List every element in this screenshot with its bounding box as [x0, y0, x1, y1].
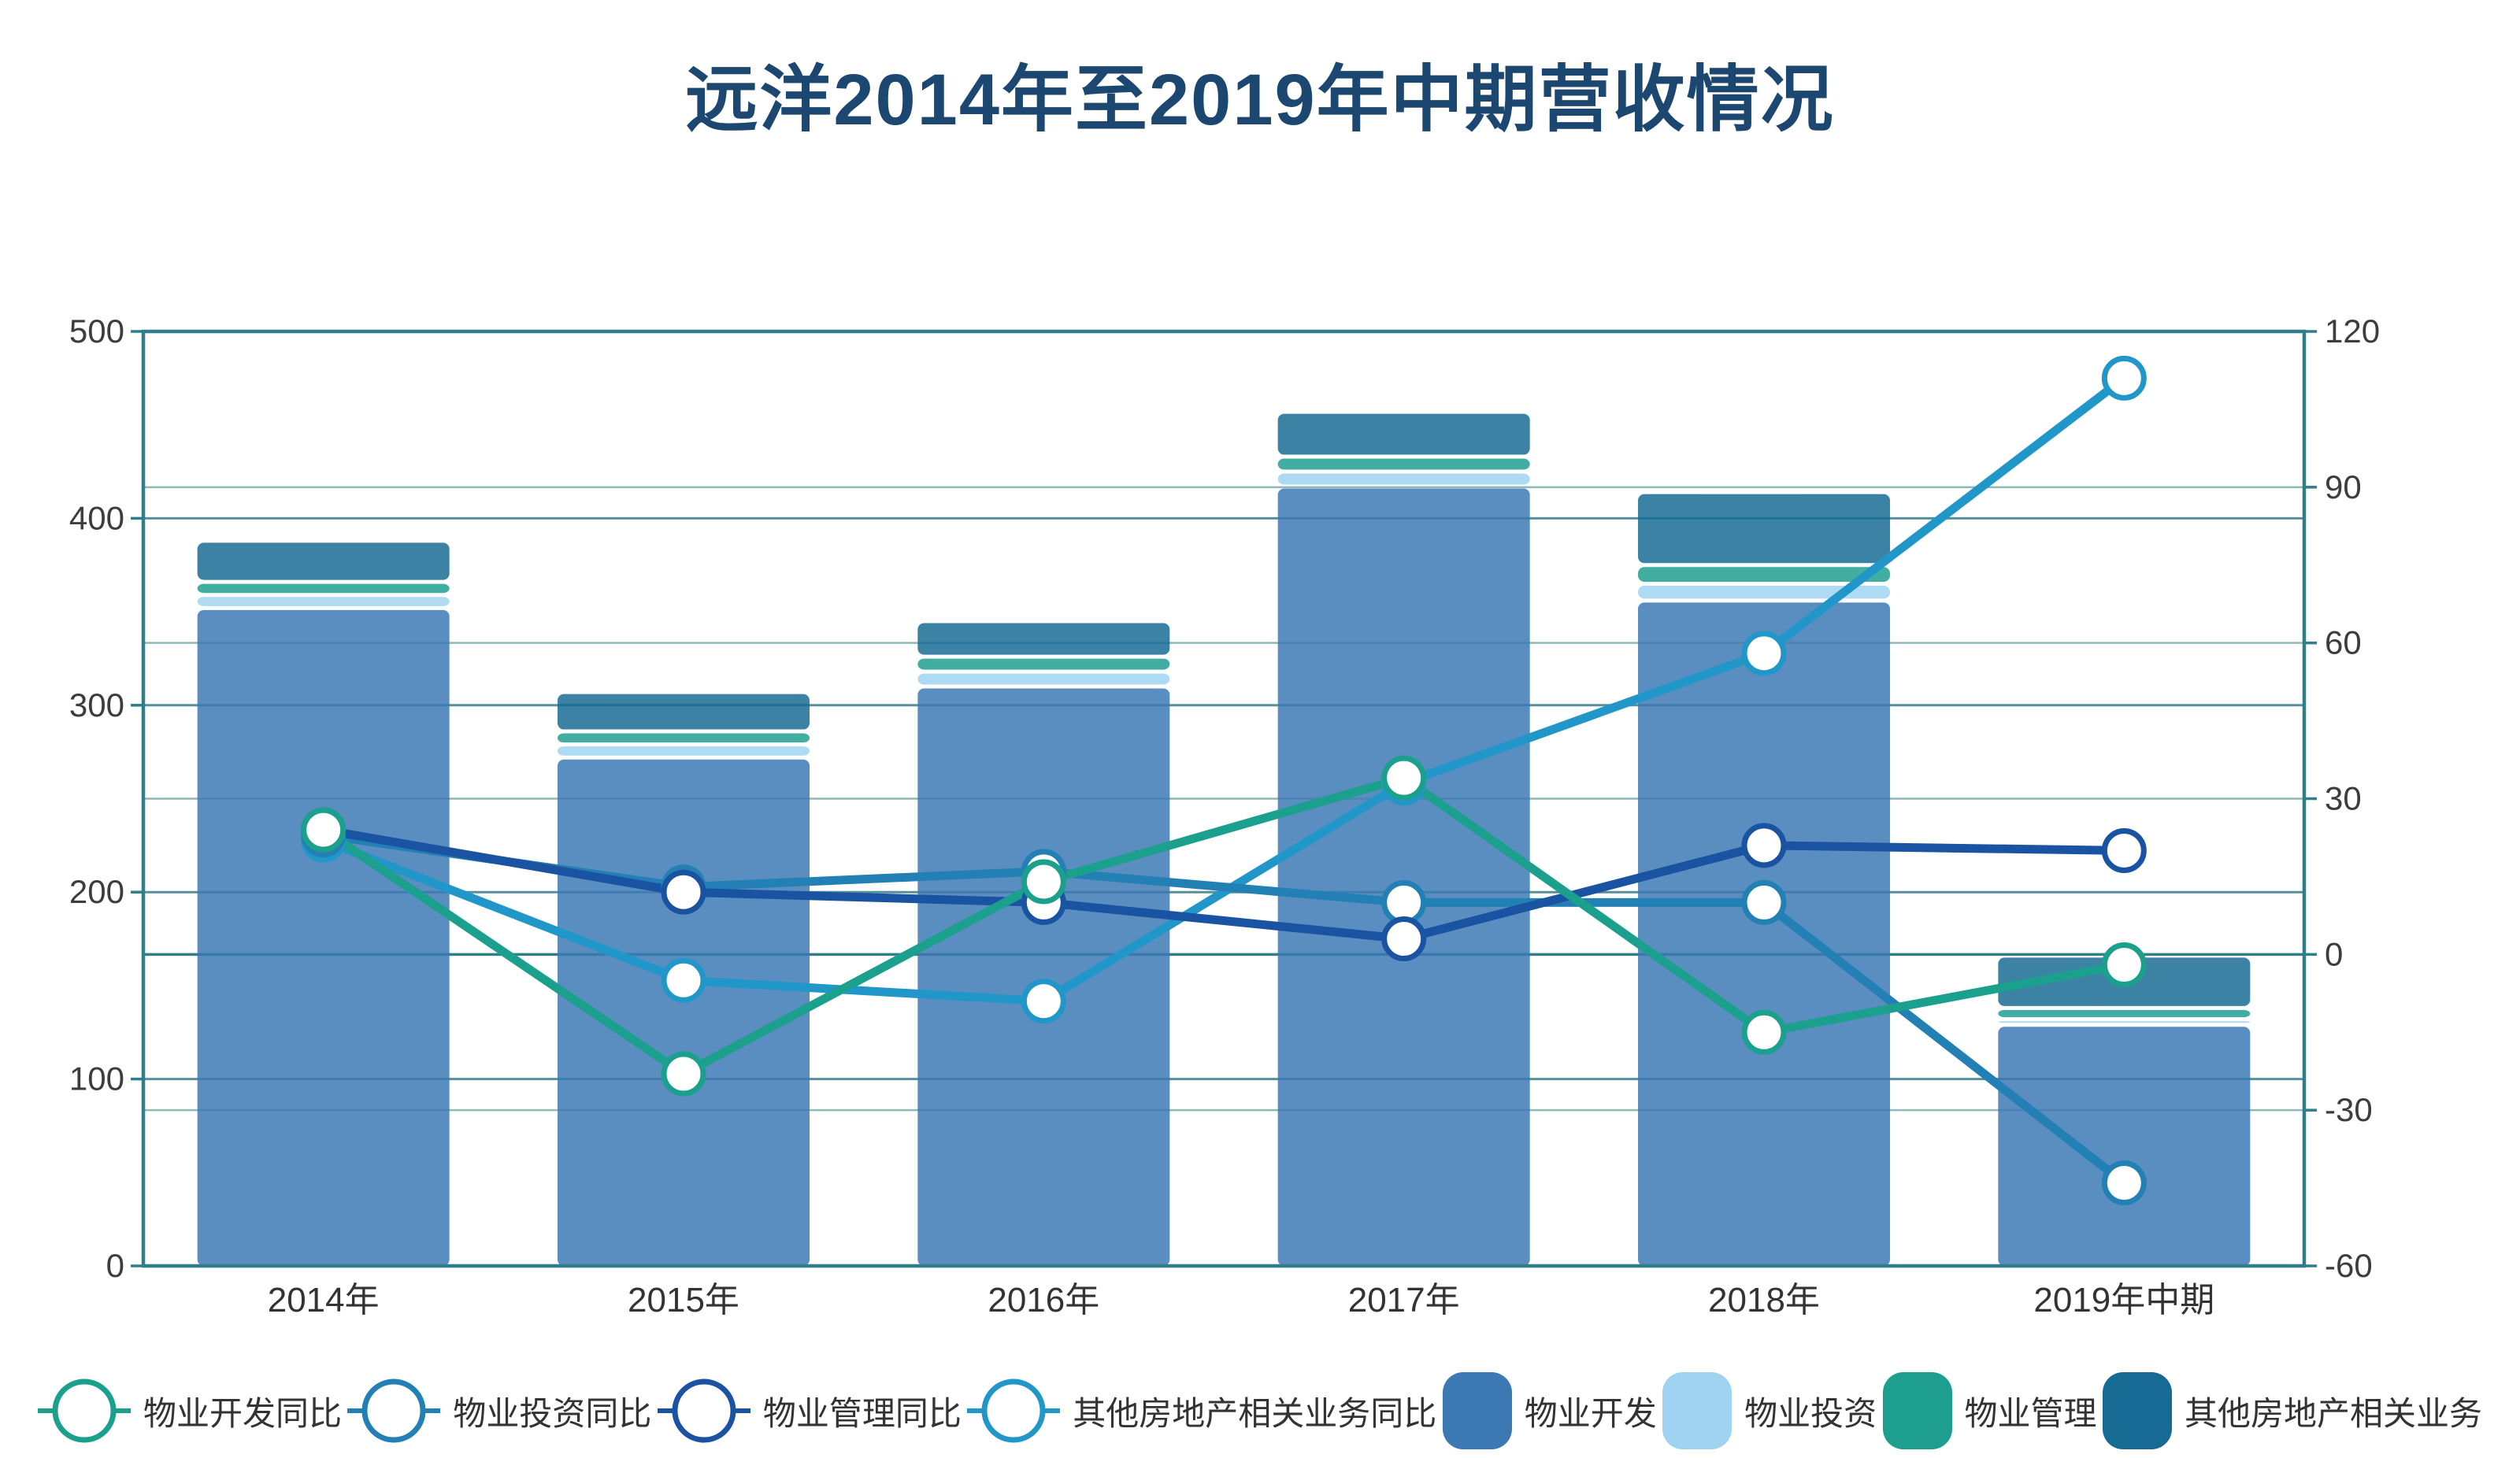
legend-item-其他房地产相关业务[interactable]: 其他房地产相关业务: [2102, 1372, 2482, 1449]
bar-group: [197, 413, 2251, 1266]
legend-label: 其他房地产相关业务: [2184, 1394, 2482, 1432]
legend-item-物业管理[interactable]: 物业管理: [1882, 1372, 2097, 1449]
bar-segment-物业开发: [1277, 488, 1530, 1266]
legend-item-物业投资同比[interactable]: 物业投资同比: [347, 1373, 651, 1449]
legend-item-其他房地产相关业务同比[interactable]: 其他房地产相关业务同比: [967, 1373, 1436, 1449]
bar-segment-物业管理: [1998, 1009, 2251, 1018]
line-marker-icon: [657, 1378, 750, 1443]
right-tick-label: 60: [2325, 624, 2362, 661]
bar-segment-其他房地产相关业务: [1638, 494, 1890, 564]
bar-segment-物业管理: [558, 733, 810, 743]
bar-segment-物业开发: [197, 609, 450, 1266]
bar-segment-物业投资: [1998, 1021, 2251, 1023]
line-其他房地产相关业务同比: [319, 373, 2129, 1006]
right-tick-label: 30: [2325, 780, 2362, 817]
legend-item-物业开发同比[interactable]: 物业开发同比: [38, 1373, 342, 1449]
bar-segment-其他房地产相关业务: [558, 694, 810, 730]
marker-物业投资同比: [1381, 879, 1427, 925]
marker-其他房地产相关业务同比: [1021, 979, 1066, 1024]
bar-segment-物业管理: [197, 583, 450, 594]
bar-segment-物业投资: [1277, 473, 1530, 485]
bar-segment-其他房地产相关业务: [917, 623, 1170, 655]
x-axis-label: 2015年: [628, 1281, 739, 1319]
bar-segment-物业投资: [558, 746, 810, 756]
left-tick-label: 100: [69, 1060, 124, 1097]
line-marker-icon: [347, 1378, 441, 1443]
left-tick-label: 0: [106, 1247, 124, 1284]
legend-label: 物业开发: [1524, 1394, 1657, 1432]
line-物业开发同比: [319, 773, 2129, 1079]
marker-物业开发同比: [1741, 1009, 1787, 1055]
right-tick-label: -30: [2325, 1091, 2373, 1128]
line-物业管理同比: [319, 825, 2129, 944]
x-axis-label: 2018年: [1708, 1281, 1820, 1319]
bar-segment-物业管理: [1638, 567, 1890, 582]
x-axis-label: 2019年中期: [2033, 1281, 2214, 1319]
chart-title: 远洋2014年至2019年中期营收情况: [685, 60, 1835, 140]
marker-物业开发同比: [1021, 859, 1066, 905]
bar-swatch-icon: [1662, 1372, 1732, 1449]
right-tick-label: -60: [2325, 1247, 2373, 1284]
bar-segment-物业管理: [917, 658, 1170, 670]
marker-物业投资同比: [2101, 1160, 2147, 1205]
bar-segment-物业开发: [1638, 602, 1890, 1266]
left-tick-label: 500: [69, 313, 124, 350]
bar-segment-物业开发: [917, 688, 1170, 1266]
legend-item-物业管理同比[interactable]: 物业管理同比: [657, 1373, 962, 1449]
marker-其他房地产相关业务同比: [661, 957, 706, 1003]
left-tick-label: 200: [69, 873, 124, 910]
marker-物业开发同比: [2101, 942, 2147, 988]
legend-label: 物业投资: [1744, 1394, 1877, 1432]
bar-swatch-icon: [1882, 1372, 1952, 1449]
right-tick-label: 0: [2325, 935, 2343, 972]
marker-其他房地产相关业务同比: [1741, 631, 1787, 676]
legend-label: 物业管理: [1964, 1394, 2097, 1432]
left-tick-label: 400: [69, 499, 124, 536]
bar-segment-物业投资: [917, 673, 1170, 685]
bar-segment-物业管理: [1277, 458, 1530, 470]
marker-物业开发同比: [661, 1051, 706, 1097]
bar-segment-物业投资: [1638, 585, 1890, 599]
marker-物业管理同比: [1381, 916, 1427, 962]
bar-segment-物业投资: [197, 597, 450, 606]
marker-物业开发同比: [1381, 755, 1427, 801]
marker-其他房地产相关业务同比: [2101, 355, 2147, 401]
legend-label: 物业投资同比: [453, 1394, 652, 1432]
chart-legend: 物业开发同比 物业投资同比 物业管理同比 其他房地产相关业务同比 物业开发 物业投资 物业管…: [0, 1364, 2520, 1458]
x-axis-label: 2017年: [1348, 1281, 1460, 1319]
marker-物业投资同比: [1741, 879, 1787, 925]
bar-segment-其他房地产相关业务: [1277, 413, 1530, 455]
right-tick-label: 120: [2325, 313, 2380, 350]
legend-label: 物业管理同比: [762, 1394, 962, 1432]
marker-物业管理同比: [2101, 827, 2147, 873]
marker-物业开发同比: [301, 807, 346, 853]
bar-segment-其他房地产相关业务: [197, 542, 450, 580]
right-tick-label: 90: [2325, 468, 2362, 505]
bar-swatch-icon: [2102, 1372, 2172, 1449]
bar-segment-物业开发: [1998, 1027, 2251, 1266]
line-marker-icon: [38, 1378, 131, 1443]
legend-item-物业投资[interactable]: 物业投资: [1662, 1372, 1877, 1449]
line-marker-icon: [967, 1378, 1061, 1443]
legend-item-物业开发[interactable]: 物业开发: [1442, 1372, 1657, 1449]
legend-label: 其他房地产相关业务同比: [1073, 1394, 1437, 1432]
bar-swatch-icon: [1442, 1372, 1512, 1449]
marker-物业管理同比: [661, 869, 706, 915]
x-axis-label: 2016年: [988, 1281, 1099, 1319]
x-axis-label: 2014年: [268, 1281, 380, 1319]
legend-label: 物业开发同比: [143, 1394, 343, 1432]
marker-物业管理同比: [1741, 823, 1787, 868]
left-tick-label: 300: [69, 686, 124, 723]
